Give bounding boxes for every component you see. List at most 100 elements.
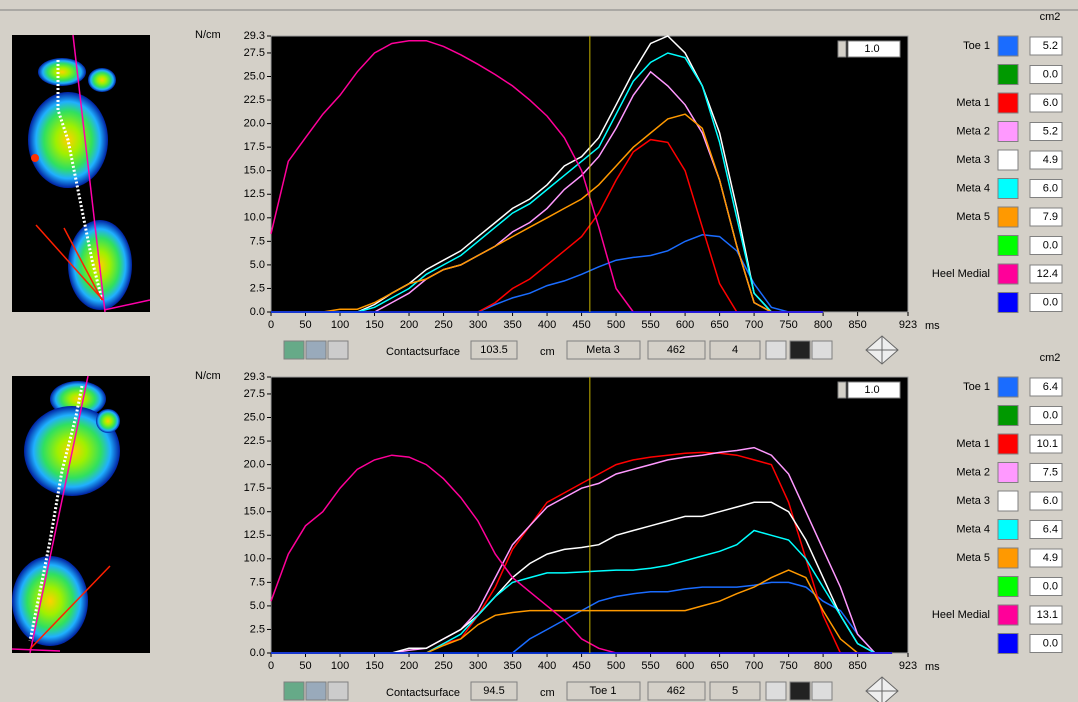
y-tick-label: 10.0	[244, 553, 265, 565]
x-tick-label: 200	[400, 319, 418, 331]
cursor-value: 462	[667, 344, 685, 356]
tool-button[interactable]	[306, 341, 326, 359]
legend-label: Meta 5	[956, 552, 990, 564]
y-tick-label: 20.0	[244, 118, 265, 130]
x-tick-label: 800	[814, 660, 832, 672]
x-tick-label: 300	[469, 660, 487, 672]
tool-button[interactable]	[328, 682, 348, 700]
legend-swatch	[998, 93, 1018, 113]
legend-swatch	[998, 150, 1018, 170]
legend-swatch	[998, 520, 1018, 540]
legend-swatch	[998, 207, 1018, 227]
tool-button[interactable]	[766, 341, 786, 359]
legend-swatch	[998, 548, 1018, 568]
scale-spinner[interactable]	[838, 382, 846, 398]
contact-unit: cm	[540, 687, 555, 699]
tool-button[interactable]	[812, 682, 832, 700]
legend-swatch	[998, 36, 1018, 56]
y-tick-label: 7.5	[250, 576, 265, 588]
y-tick-label: 12.5	[244, 188, 265, 200]
legend-swatch	[998, 264, 1018, 284]
cursor-value: 462	[667, 685, 685, 697]
y-tick-label: 29.3	[244, 30, 265, 42]
y-tick-label: 5.0	[250, 600, 265, 612]
scale-spinner[interactable]	[838, 41, 846, 57]
y-tick-label: 17.5	[244, 141, 265, 153]
y-tick-label: 22.5	[244, 435, 265, 447]
legend-label: Meta 3	[956, 495, 990, 507]
legend-label: Meta 4	[956, 523, 990, 535]
area-value: 10.1	[1037, 438, 1058, 450]
legend-swatch	[998, 179, 1018, 199]
legend-unit: cm2	[1040, 11, 1061, 23]
x-tick-label: 50	[299, 319, 311, 331]
area-value: 0.0	[1043, 68, 1058, 80]
area-value: 6.4	[1043, 381, 1058, 393]
legend-label: Heel Medial	[932, 268, 990, 280]
tool-button[interactable]	[790, 682, 810, 700]
x-tick-label: 150	[365, 319, 383, 331]
y-tick-label: 5.0	[250, 259, 265, 271]
tool-button[interactable]	[284, 682, 304, 700]
x-axis-label: ms	[925, 320, 940, 332]
y-tick-label: 29.3	[244, 371, 265, 383]
y-axis-label: N/cm	[195, 29, 221, 41]
contact-label: Contactsurface	[386, 687, 460, 699]
area-value: 0.0	[1043, 239, 1058, 251]
tool-button[interactable]	[766, 682, 786, 700]
x-tick-label: 500	[607, 319, 625, 331]
y-tick-label: 20.0	[244, 459, 265, 471]
tool-button[interactable]	[328, 341, 348, 359]
y-axis-label: N/cm	[195, 370, 221, 382]
scale-value: 1.0	[864, 384, 879, 396]
x-tick-label: 550	[641, 319, 659, 331]
tool-button[interactable]	[790, 341, 810, 359]
tool-button[interactable]	[306, 682, 326, 700]
y-tick-label: 27.5	[244, 388, 265, 400]
area-value: 6.4	[1043, 523, 1058, 535]
area-value: 5.2	[1043, 40, 1058, 52]
x-tick-label: 0	[268, 319, 274, 331]
legend-unit: cm2	[1040, 352, 1061, 364]
legend-label: Toe 1	[963, 381, 990, 393]
x-tick-label: 250	[434, 319, 452, 331]
x-tick-label: 450	[572, 660, 590, 672]
foot-image	[12, 376, 150, 653]
area-value: 6.0	[1043, 182, 1058, 194]
tool-button[interactable]	[284, 341, 304, 359]
app-window: N/cmms0.02.55.07.510.012.515.017.520.022…	[0, 0, 1078, 702]
y-tick-label: 22.5	[244, 94, 265, 106]
foot-image	[12, 35, 150, 312]
legend-swatch	[998, 236, 1018, 256]
legend-swatch	[998, 434, 1018, 454]
y-tick-label: 10.0	[244, 212, 265, 224]
x-tick-label: 750	[779, 319, 797, 331]
area-value: 0.0	[1043, 296, 1058, 308]
x-tick-label: 650	[710, 660, 728, 672]
legend-swatch	[998, 577, 1018, 597]
legend-swatch	[998, 293, 1018, 313]
x-tick-label: 800	[814, 319, 832, 331]
area-value: 5.2	[1043, 125, 1058, 137]
legend-swatch	[998, 65, 1018, 85]
legend-label: Meta 3	[956, 154, 990, 166]
x-axis-label: ms	[925, 661, 940, 673]
count-value: 4	[732, 344, 738, 356]
x-tick-label: 750	[779, 660, 797, 672]
legend-label: Meta 5	[956, 211, 990, 223]
y-tick-label: 0.0	[250, 306, 265, 318]
legend-swatch	[998, 406, 1018, 426]
x-tick-label: 850	[848, 660, 866, 672]
legend-label: Meta 2	[956, 125, 990, 137]
x-tick-label: 600	[676, 660, 694, 672]
x-tick-label: 150	[365, 660, 383, 672]
x-tick-label: 0	[268, 660, 274, 672]
x-tick-label: 350	[503, 660, 521, 672]
area-value: 13.1	[1037, 609, 1058, 621]
x-tick-label: 100	[331, 319, 349, 331]
area-value: 6.0	[1043, 495, 1058, 507]
x-tick-label: 923	[899, 319, 917, 331]
area-value: 12.4	[1037, 268, 1058, 280]
y-tick-label: 27.5	[244, 47, 265, 59]
tool-button[interactable]	[812, 341, 832, 359]
